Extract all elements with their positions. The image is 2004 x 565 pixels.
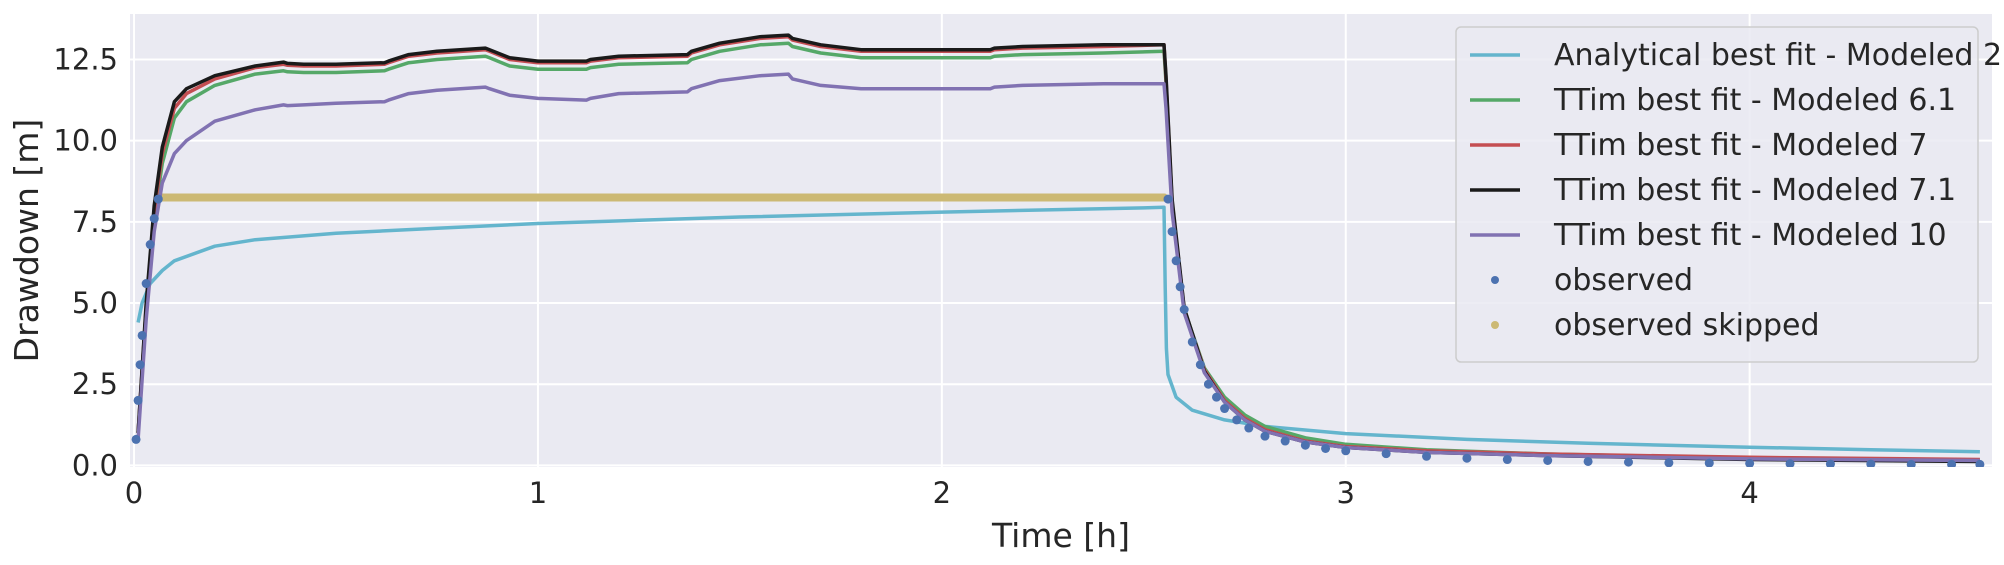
point-observed bbox=[1462, 453, 1472, 463]
legend-swatch bbox=[1491, 321, 1499, 329]
y-axis-label: Drawdown [m] bbox=[7, 119, 46, 363]
point-observed bbox=[1745, 458, 1755, 467]
plot-area bbox=[131, 33, 1985, 467]
point-observed-skipped bbox=[372, 193, 381, 202]
legend-swatch bbox=[1491, 276, 1499, 284]
y-tick-label: 7.5 bbox=[72, 205, 118, 239]
point-observed bbox=[1179, 305, 1189, 315]
legend-item: TTim best fit - Modeled 10 bbox=[1470, 218, 1947, 253]
point-observed bbox=[137, 330, 147, 340]
x-tick-label: 3 bbox=[1337, 476, 1355, 510]
point-observed-skipped bbox=[1018, 193, 1027, 202]
point-observed-skipped bbox=[291, 193, 300, 202]
point-observed-skipped bbox=[776, 193, 785, 202]
point-observed-skipped bbox=[695, 193, 704, 202]
y-tick-label: 0.0 bbox=[72, 448, 118, 482]
x-tick-label: 0 bbox=[125, 476, 143, 510]
legend-label: Analytical best fit - Modeled 2 bbox=[1554, 38, 2002, 73]
point-observed bbox=[1825, 459, 1835, 467]
point-observed-skipped bbox=[614, 193, 623, 202]
point-observed bbox=[1341, 446, 1351, 456]
point-observed-skipped bbox=[533, 193, 542, 202]
legend-item: TTim best fit - Modeled 7.1 bbox=[1470, 173, 1956, 208]
x-axis-label: Time [h] bbox=[991, 516, 1130, 555]
point-observed bbox=[1167, 227, 1177, 237]
point-observed bbox=[1260, 431, 1270, 441]
legend-item: observed skipped bbox=[1491, 308, 1820, 343]
point-observed bbox=[1866, 459, 1876, 467]
series-line-analytical-best-fit-modeled-2 bbox=[136, 205, 1980, 454]
legend-label: TTim best fit - Modeled 10 bbox=[1553, 218, 1947, 253]
point-observed bbox=[1543, 456, 1553, 466]
x-tick-label: 1 bbox=[529, 476, 547, 510]
point-observed bbox=[1175, 282, 1185, 292]
legend-label: observed skipped bbox=[1554, 308, 1820, 343]
legend-item: observed bbox=[1491, 263, 1693, 298]
legend-label: TTim best fit - Modeled 7 bbox=[1553, 128, 1927, 163]
point-observed-skipped bbox=[937, 193, 946, 202]
point-observed bbox=[1220, 404, 1230, 414]
point-observed bbox=[153, 194, 163, 204]
point-observed bbox=[1664, 458, 1674, 467]
point-observed bbox=[1163, 194, 1173, 204]
legend-item: TTim best fit - Modeled 7 bbox=[1470, 128, 1927, 163]
legend: Analytical best fit - Modeled 2 TTim best… bbox=[1455, 26, 2002, 363]
y-tick-label: 2.5 bbox=[72, 367, 118, 401]
point-observed bbox=[135, 360, 145, 370]
point-observed bbox=[1212, 392, 1222, 402]
y-tick-label: 12.5 bbox=[53, 42, 118, 76]
legend-item: TTim best fit - Modeled 6.1 bbox=[1470, 83, 1956, 118]
point-observed-skipped bbox=[453, 193, 462, 202]
legend-label: TTim best fit - Modeled 6.1 bbox=[1553, 83, 1956, 118]
point-observed-skipped bbox=[1099, 193, 1108, 202]
point-observed bbox=[1232, 415, 1242, 425]
point-observed bbox=[141, 279, 151, 289]
point-observed bbox=[1280, 436, 1290, 446]
point-observed bbox=[1704, 458, 1714, 467]
legend-label: TTim best fit - Modeled 7.1 bbox=[1553, 173, 1956, 208]
point-observed bbox=[1195, 360, 1205, 370]
series-layer bbox=[131, 33, 1985, 467]
point-observed bbox=[1187, 337, 1197, 347]
point-observed bbox=[1785, 459, 1795, 467]
legend-item: Analytical best fit - Modeled 2 bbox=[1470, 38, 2002, 73]
point-observed bbox=[1171, 256, 1181, 266]
series-line-ttim-best-fit-modeled-10 bbox=[136, 72, 1980, 463]
point-observed bbox=[1623, 457, 1633, 467]
point-observed bbox=[1906, 459, 1916, 467]
point-observed bbox=[1300, 440, 1310, 450]
y-tick-label: 5.0 bbox=[72, 286, 118, 320]
point-observed bbox=[1947, 459, 1957, 467]
point-observed bbox=[133, 395, 143, 405]
point-observed bbox=[1583, 456, 1593, 466]
x-tick-label: 2 bbox=[933, 476, 951, 510]
point-observed bbox=[1244, 423, 1254, 433]
point-observed bbox=[145, 240, 155, 250]
y-tick-label: 10.0 bbox=[53, 124, 118, 158]
point-observed bbox=[1975, 459, 1985, 467]
point-observed-skipped bbox=[210, 193, 219, 202]
legend-label: observed bbox=[1554, 263, 1693, 298]
point-observed bbox=[1502, 455, 1512, 465]
point-observed bbox=[1203, 379, 1213, 389]
legend-box bbox=[1455, 26, 1979, 363]
point-observed bbox=[1321, 443, 1331, 453]
point-observed bbox=[131, 434, 141, 444]
ticks: 0 1 2 3 4 0.0 2.5 5.0 7.5 10.0 12.5 bbox=[53, 42, 1758, 510]
point-observed bbox=[149, 214, 159, 224]
x-tick-label: 4 bbox=[1740, 476, 1758, 510]
point-observed-skipped bbox=[857, 193, 866, 202]
point-observed bbox=[1381, 449, 1391, 459]
point-observed bbox=[1422, 451, 1432, 461]
